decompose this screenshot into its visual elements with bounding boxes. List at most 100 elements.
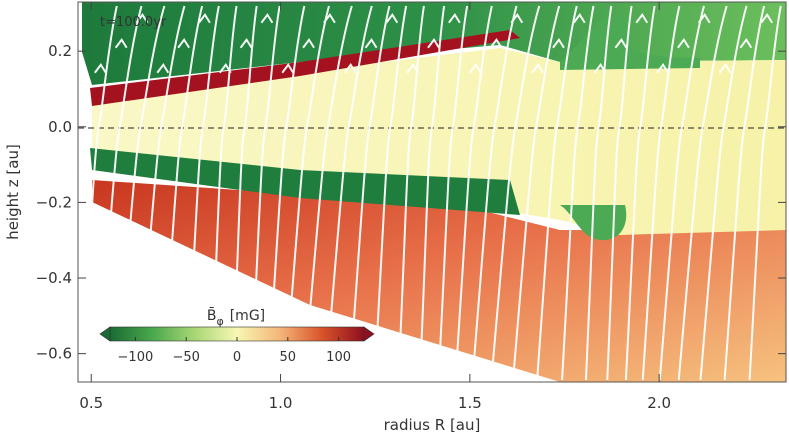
- field-line-arrow: [135, 13, 149, 24]
- field-line: [96, 5, 143, 381]
- field-line-arrow: [364, 38, 378, 49]
- field-line: [606, 5, 633, 381]
- field-line: [658, 5, 705, 381]
- field-line: [115, 5, 166, 381]
- colorbar-label: B̄φ [mG]: [207, 306, 265, 328]
- field-line-arrow: [94, 63, 107, 74]
- upper-current-sheet: [90, 30, 520, 106]
- field-line-arrow: [739, 38, 753, 49]
- field-line-arrow: [760, 13, 774, 24]
- colorbar-tick-label: 50: [280, 350, 297, 365]
- y-axis-ticks: 0.2 0.0 −0.2 −0.4 −0.6: [36, 42, 786, 363]
- colorbar: B̄φ [mG] −100 −50 0 50 100: [99, 306, 375, 365]
- colorbar-tick-label: 100: [326, 350, 351, 365]
- field-line-arrow: [552, 38, 565, 49]
- y-tick-label: 0.2: [48, 42, 72, 60]
- field-line-arrow: [572, 13, 586, 24]
- field-line: [284, 5, 330, 381]
- field-lines: [79, 5, 782, 381]
- x-tick-label: 1.0: [269, 394, 293, 412]
- field-line-arrow: [427, 38, 440, 49]
- field-line-arrow: [156, 63, 170, 74]
- field-line-arrow: [718, 63, 732, 74]
- field-line-arrow: [489, 38, 503, 49]
- x-tick-label: 2.0: [647, 394, 671, 412]
- field-line-arrow: [239, 38, 253, 49]
- field-line: [231, 5, 258, 381]
- x-axis-label: radius R [au]: [384, 416, 481, 434]
- upper-bubble: [560, 14, 700, 70]
- field-line-arrow: [468, 63, 482, 74]
- lower-current-sheet: [90, 148, 520, 215]
- field-line-arrow: [302, 38, 315, 49]
- field-line: [677, 5, 728, 381]
- field-line-arrow: [198, 13, 211, 24]
- field-line: [302, 5, 353, 381]
- colorbar-tick-label: 0: [233, 350, 241, 365]
- field-line-arrow: [614, 38, 628, 49]
- field-line: [209, 5, 238, 381]
- colorbar-symbol: B̄: [207, 306, 217, 324]
- x-tick-label: 0.5: [79, 394, 103, 412]
- field-line: [250, 5, 281, 381]
- field-line-arrow: [323, 13, 336, 24]
- field-line: [186, 5, 220, 381]
- y-tick-label: −0.2: [36, 193, 72, 211]
- field-line: [418, 5, 446, 381]
- field-line-arrow: [697, 13, 711, 24]
- field-line: [324, 5, 373, 381]
- field-line: [584, 5, 613, 381]
- y-tick-label: −0.6: [36, 345, 72, 363]
- field-line: [748, 5, 782, 381]
- colorbar-max-extension: [363, 326, 375, 342]
- y-axis-label: height z [au]: [4, 144, 22, 240]
- y-tick-label: −0.4: [36, 269, 72, 287]
- field-line: [348, 5, 391, 381]
- field-line: [471, 5, 518, 381]
- field-line-arrow: [677, 38, 690, 49]
- field-line: [699, 5, 748, 381]
- colorbar-unit: [mG]: [230, 308, 265, 324]
- colorbar-tick-label: −50: [172, 350, 199, 365]
- field-line: [397, 5, 425, 381]
- time-annotation: t=100.0yr: [100, 15, 167, 30]
- field-line-arrow: [510, 13, 524, 24]
- field-line: [536, 5, 578, 381]
- colorbar-subscript: φ: [216, 315, 223, 328]
- field-line: [454, 5, 493, 381]
- colorbar-ticks: −100 −50 0 50 100: [118, 337, 351, 365]
- field-line: [512, 5, 561, 381]
- field-line-arrow: [343, 63, 357, 74]
- field-line-arrow: [593, 63, 607, 74]
- field-line-arrow: [448, 13, 461, 24]
- colorbar-min-extension: [99, 326, 111, 342]
- field-line-arrow: [114, 38, 128, 49]
- field-line-arrow: [635, 13, 649, 24]
- field-line: [79, 5, 118, 381]
- field-line: [437, 5, 469, 381]
- field-line-arrow: [406, 63, 420, 74]
- field-line: [137, 5, 186, 381]
- field-line: [490, 5, 541, 381]
- field-line-arrow: [385, 13, 399, 24]
- x-tick-label: 1.5: [458, 394, 482, 412]
- field-line: [624, 5, 656, 381]
- field-line: [161, 5, 204, 381]
- colorbar-tick-label: −100: [118, 350, 154, 365]
- field-line: [267, 5, 306, 381]
- field-line-arrow: [177, 38, 190, 49]
- plot-frame: [77, 1, 787, 383]
- field-line-arrow: [656, 63, 669, 74]
- plot-area: [78, 2, 786, 382]
- field-line-arrow: [531, 63, 544, 74]
- field-line: [641, 5, 681, 381]
- field-line-arrow: [281, 63, 295, 74]
- x-axis-ticks: 0.5 1.0 1.5 2.0: [79, 2, 671, 412]
- field-line: [561, 5, 595, 381]
- field-line-arrow: [218, 63, 232, 74]
- y-tick-label: 0.0: [48, 118, 72, 136]
- field-line: [373, 5, 408, 381]
- field-line-arrow: [260, 13, 274, 24]
- field-line: [723, 5, 766, 381]
